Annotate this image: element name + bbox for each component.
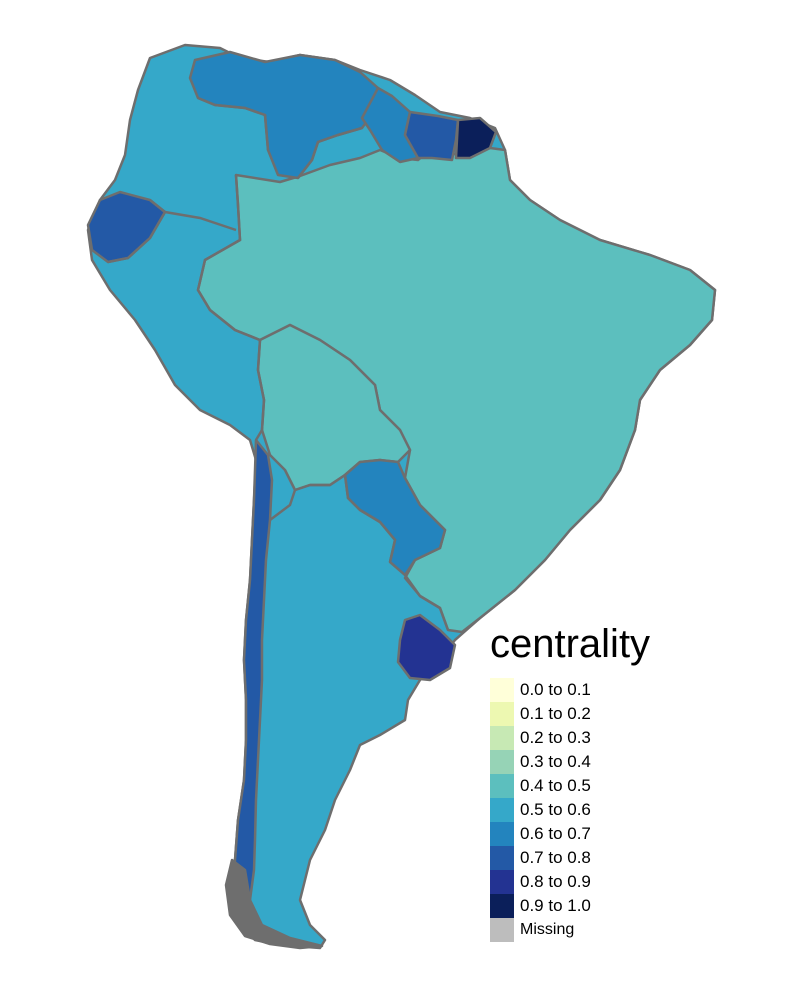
legend-swatch bbox=[490, 798, 514, 822]
legend-item: 0.2 to 0.3 bbox=[490, 726, 650, 750]
legend-label: 0.9 to 1.0 bbox=[520, 896, 591, 915]
legend-swatch bbox=[490, 774, 514, 798]
region-french-guiana bbox=[454, 116, 498, 160]
legend: centrality 0.0 to 0.1 0.1 to 0.2 0.2 to 0.… bbox=[490, 618, 650, 942]
region-suriname bbox=[403, 110, 460, 162]
legend-label: 0.2 to 0.3 bbox=[520, 728, 591, 747]
legend-label-missing: Missing bbox=[520, 921, 575, 938]
legend-swatch bbox=[490, 750, 514, 774]
legend-swatch bbox=[490, 870, 514, 894]
legend-swatch bbox=[490, 726, 514, 750]
legend-swatch bbox=[490, 678, 514, 702]
legend-label: 0.5 to 0.6 bbox=[520, 800, 591, 819]
legend-item-missing: Missing bbox=[490, 918, 650, 942]
legend-label: 0.6 to 0.7 bbox=[520, 824, 591, 843]
legend-label: 0.8 to 0.9 bbox=[520, 872, 591, 891]
region-tierra-del-fuego bbox=[224, 858, 324, 950]
legend-swatch bbox=[490, 894, 514, 918]
legend-swatch bbox=[490, 822, 514, 846]
legend-swatch bbox=[490, 846, 514, 870]
country-borders bbox=[107, 96, 450, 631]
legend-item: 0.3 to 0.4 bbox=[490, 750, 650, 774]
legend-item: 0.4 to 0.5 bbox=[490, 774, 650, 798]
legend-label: 0.0 to 0.1 bbox=[520, 680, 591, 699]
legend-title: centrality bbox=[490, 622, 651, 666]
region-uruguay bbox=[396, 613, 457, 682]
legend-label: 0.3 to 0.4 bbox=[520, 752, 591, 771]
legend-item: 0.0 to 0.1 bbox=[490, 678, 650, 702]
legend-item: 0.7 to 0.8 bbox=[490, 846, 650, 870]
legend-item: 0.9 to 1.0 bbox=[490, 894, 650, 918]
legend-swatch-missing bbox=[490, 918, 514, 942]
legend-swatch bbox=[490, 702, 514, 726]
legend-label: 0.7 to 0.8 bbox=[520, 848, 591, 867]
legend-items: 0.0 to 0.1 0.1 to 0.2 0.2 to 0.3 0.3 to 0.4… bbox=[490, 678, 650, 918]
legend-item: 0.8 to 0.9 bbox=[490, 870, 650, 894]
region-guyana bbox=[360, 86, 420, 164]
legend-label: 0.4 to 0.5 bbox=[520, 776, 591, 795]
legend-item: 0.5 to 0.6 bbox=[490, 798, 650, 822]
legend-item: 0.6 to 0.7 bbox=[490, 822, 650, 846]
legend-label: 0.1 to 0.2 bbox=[520, 704, 591, 723]
legend-item: 0.1 to 0.2 bbox=[490, 702, 650, 726]
